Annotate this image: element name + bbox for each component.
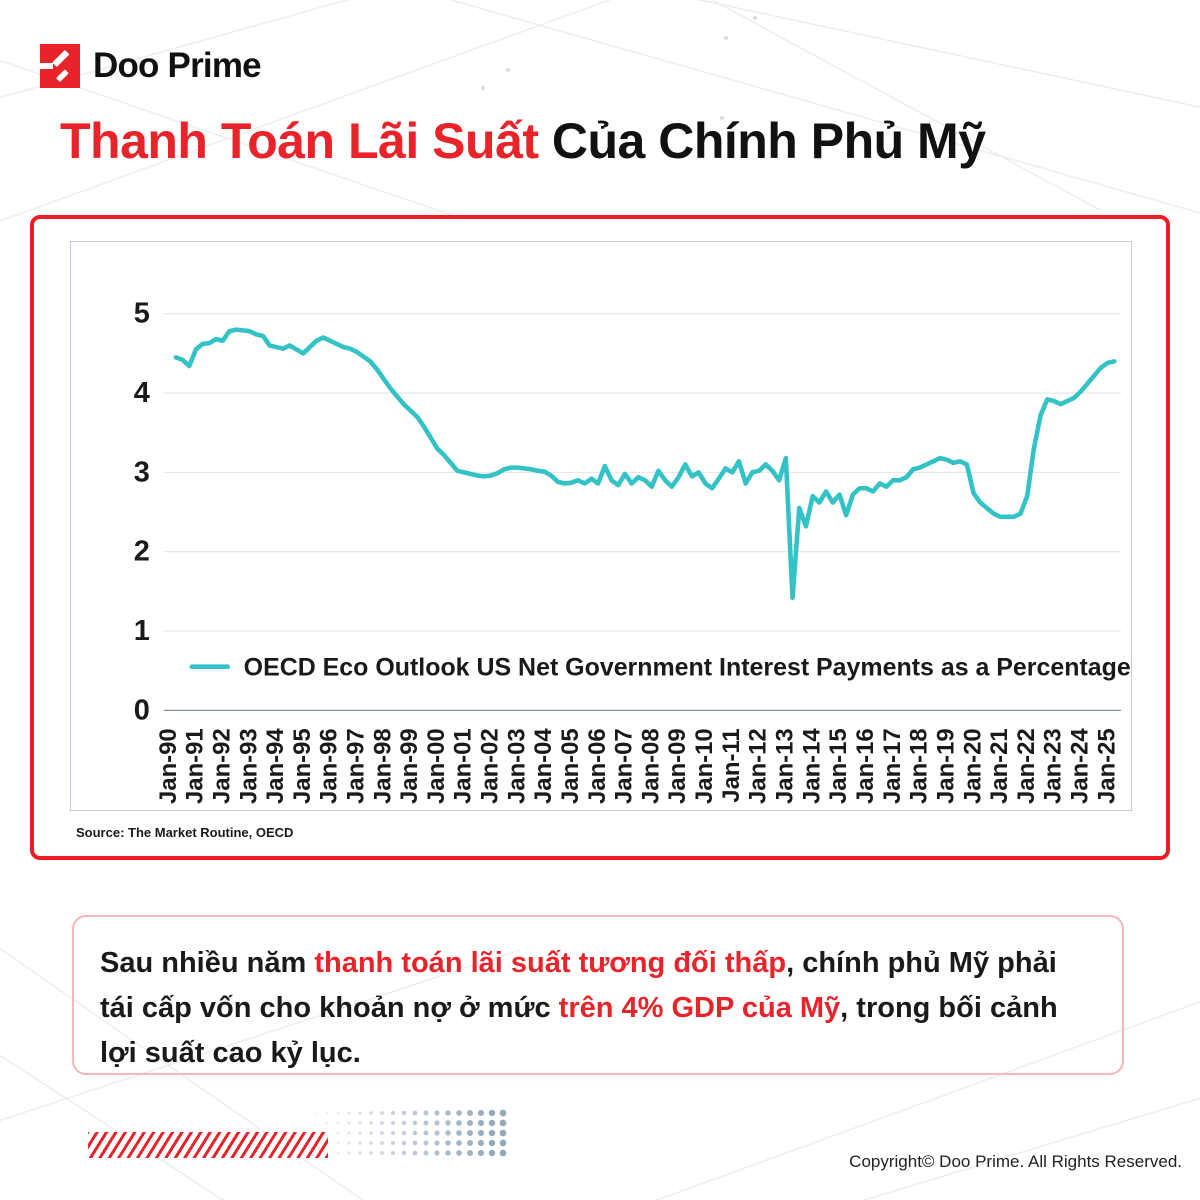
x-axis-tick-jan-25: Jan-25: [1093, 728, 1120, 804]
x-axis-tick-jan-07: Jan-07: [611, 728, 638, 804]
chart-source: Source: The Market Routine, OECD: [76, 825, 294, 840]
y-axis-tick-4: 4: [134, 377, 150, 409]
chart-plot-container: 0 1 2 3 4 5 OECD Eco Outlook US Net Government…: [70, 241, 1132, 811]
x-axis-tick-jan-14: Jan-14: [798, 728, 825, 804]
data-line-series-0: [173, 327, 1117, 601]
x-axis-tick-jan-96: Jan-96: [316, 728, 343, 804]
x-axis-tick-jan-00: Jan-00: [423, 728, 450, 804]
x-axis-tick-jan-23: Jan-23: [1040, 728, 1067, 804]
x-axis-tick-jan-12: Jan-12: [745, 728, 772, 804]
doo-prime-logo-mark-icon: [40, 44, 80, 88]
y-axis-tick-2: 2: [134, 536, 150, 568]
x-axis-tick-jan-15: Jan-15: [825, 728, 852, 804]
x-axis-tick-jan-09: Jan-09: [664, 728, 691, 804]
caption-box: Sau nhiều năm thanh toán lãi suất tương …: [72, 915, 1124, 1075]
x-axis-tick-jan-03: Jan-03: [503, 728, 530, 804]
y-axis-tick-1: 1: [134, 615, 150, 647]
x-axis-tick-jan-94: Jan-94: [262, 728, 289, 804]
x-axis-tick-jan-08: Jan-08: [637, 728, 664, 804]
x-axis-tick-jan-16: Jan-16: [852, 728, 879, 804]
x-axis-tick-jan-13: Jan-13: [772, 728, 799, 804]
y-axis-tick-5: 5: [134, 298, 150, 330]
x-axis-tick-jan-92: Jan-92: [208, 728, 235, 804]
chart-card: 0 1 2 3 4 5 OECD Eco Outlook US Net Government…: [30, 215, 1170, 860]
x-axis-tick-jan-99: Jan-99: [396, 728, 423, 804]
brand-name: Doo Prime: [93, 46, 262, 85]
x-axis-tick-jan-95: Jan-95: [289, 728, 316, 804]
stripe-bar-decoration: [88, 1132, 328, 1158]
legend-label: OECD Eco Outlook US Net Government Inter…: [244, 654, 1131, 682]
page-title: Thanh Toán Lãi Suất Của Chính Phủ Mỹ: [60, 112, 1160, 170]
x-axis-tick-jan-93: Jan-93: [235, 728, 262, 804]
caption-segment-0: Sau nhiều năm: [100, 947, 315, 979]
footer-copyright: Copyright© Doo Prime. All Rights Reserve…: [849, 1152, 1182, 1171]
x-axis-tick-jan-18: Jan-18: [906, 728, 933, 804]
brand-logo: Doo Prime: [40, 44, 262, 88]
x-axis-tick-jan-22: Jan-22: [1013, 728, 1040, 804]
caption-segment-3: trên 4% GDP của Mỹ: [558, 991, 841, 1024]
x-axis-tick-jan-21: Jan-21: [986, 728, 1013, 804]
page-title-highlight: Thanh Toán Lãi Suất: [60, 113, 539, 169]
y-axis-tick-0: 0: [134, 694, 150, 726]
y-axis-tick-3: 3: [134, 456, 150, 488]
x-axis-tick-jan-91: Jan-91: [182, 728, 209, 804]
x-axis-tick-jan-11: Jan-11: [718, 728, 745, 802]
x-axis-tick-jan-02: Jan-02: [477, 728, 504, 804]
x-axis-tick-jan-10: Jan-10: [691, 728, 718, 804]
x-axis-tick-jan-05: Jan-05: [557, 728, 584, 804]
x-axis-tick-jan-01: Jan-01: [450, 728, 477, 804]
x-axis-tick-jan-24: Jan-24: [1066, 728, 1093, 804]
x-axis-tick-jan-90: Jan-90: [155, 728, 182, 804]
x-axis-tick-jan-06: Jan-06: [584, 728, 611, 804]
x-axis-tick-jan-04: Jan-04: [530, 728, 557, 804]
bottom-decoration: [88, 1108, 508, 1164]
x-axis-tick-jan-98: Jan-98: [369, 728, 396, 804]
caption-text: Sau nhiều năm thanh toán lãi suất tương …: [100, 941, 1096, 1076]
x-axis-tick-jan-19: Jan-19: [932, 728, 959, 804]
caption-segment-1: thanh toán lãi suất tương đối thấp: [314, 947, 787, 979]
x-axis-tick-jan-20: Jan-20: [959, 728, 986, 804]
x-axis-tick-jan-97: Jan-97: [343, 728, 370, 804]
line-chart: 0 1 2 3 4 5 OECD Eco Outlook US Net Government…: [71, 242, 1131, 810]
x-axis-tick-jan-17: Jan-17: [879, 728, 906, 804]
page-title-rest: Của Chính Phủ Mỹ: [538, 113, 986, 169]
